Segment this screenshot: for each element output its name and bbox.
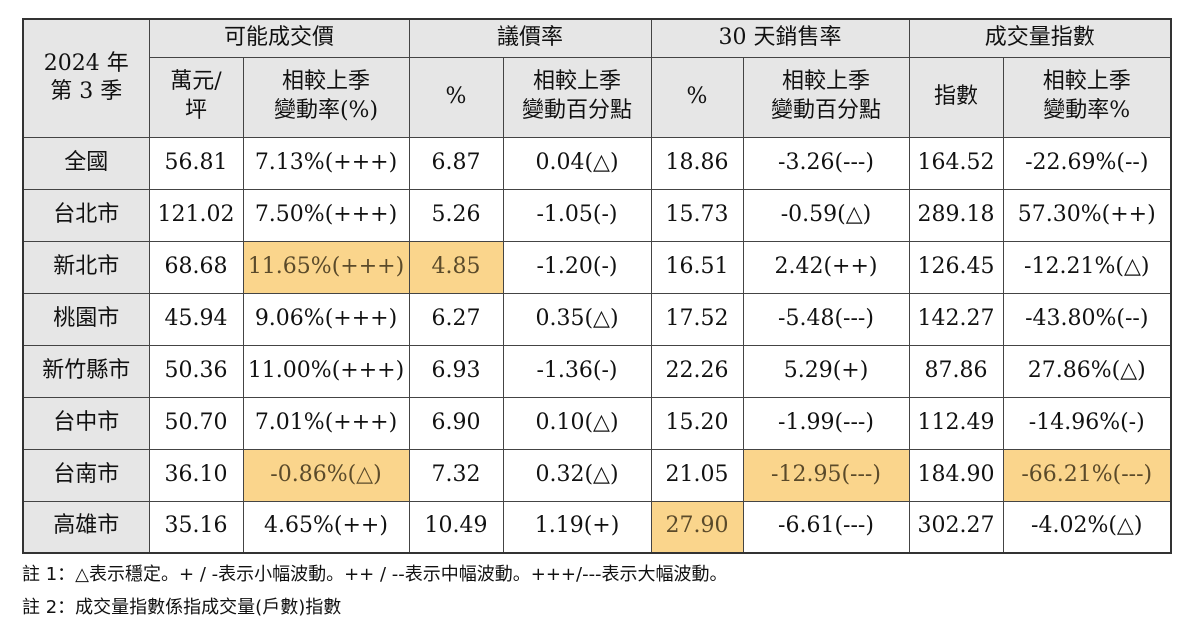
table-cell: 126.45 xyxy=(908,240,1004,294)
table-cell: 164.52 xyxy=(908,136,1004,190)
table-cell: 6.93 xyxy=(408,344,504,398)
table-row: 桃園市 45.94 9.06%(+++) 6.27 0.35(△) 17.52 -5.48(… xyxy=(22,292,1172,346)
table-cell: -1.36(-) xyxy=(502,344,652,398)
group-30day-sales-rate: 30 天銷售率 xyxy=(650,18,910,58)
table-cell: 18.86 xyxy=(650,136,744,190)
subheader: % xyxy=(650,56,744,138)
table-cell: 0.04(△) xyxy=(502,136,652,190)
table-cell: 4.85 xyxy=(408,240,504,294)
table-cell: 57.30%(++) xyxy=(1002,188,1172,242)
table-row: 台北市 121.02 7.50%(+++) 5.26 -1.05(-) 15.73 -0.5… xyxy=(22,188,1172,242)
table-cell: -0.59(△) xyxy=(742,188,910,242)
table-cell: 17.52 xyxy=(650,292,744,346)
group-volume-index: 成交量指數 xyxy=(908,18,1172,58)
table-cell: -12.95(---) xyxy=(742,448,910,502)
table-cell: -5.48(---) xyxy=(742,292,910,346)
table-cell: 289.18 xyxy=(908,188,1004,242)
table-cell: 45.94 xyxy=(148,292,244,346)
table-cell: 4.65%(++) xyxy=(242,500,410,554)
table-cell: 5.29(+) xyxy=(742,344,910,398)
subheader: 指數 xyxy=(908,56,1004,138)
table-row: 新北市 68.68 11.65%(+++) 4.85 -1.20(-) 16.51 2.42… xyxy=(22,240,1172,294)
table-cell: 10.49 xyxy=(408,500,504,554)
table-cell: 15.20 xyxy=(650,396,744,450)
table-cell: -1.99(---) xyxy=(742,396,910,450)
table-cell: 15.73 xyxy=(650,188,744,242)
table-cell: 22.26 xyxy=(650,344,744,398)
table-cell: 68.68 xyxy=(148,240,244,294)
table-row: 台中市 50.70 7.01%(+++) 6.90 0.10(△) 15.20 -1.99(… xyxy=(22,396,1172,450)
subheader: 相較上季 變動率(%) xyxy=(242,56,410,138)
table-cell: 9.06%(+++) xyxy=(242,292,410,346)
table-cell: 6.87 xyxy=(408,136,504,190)
table-cell: -14.96%(-) xyxy=(1002,396,1172,450)
table-cell: 1.19(+) xyxy=(502,500,652,554)
housing-market-table: 2024 年 第 3 季 可能成交價 議價率 30 天銷售率 成交量指數 萬元/… xyxy=(22,18,1172,554)
table-cell: 11.65%(+++) xyxy=(242,240,410,294)
table-cell: 87.86 xyxy=(908,344,1004,398)
region-label: 台中市 xyxy=(22,396,150,450)
table-row: 新竹縣市 50.36 11.00%(+++) 6.93 -1.36(-) 22.26 5.2… xyxy=(22,344,1172,398)
subheader: 萬元/ 坪 xyxy=(148,56,244,138)
region-label: 桃園市 xyxy=(22,292,150,346)
table-cell: 302.27 xyxy=(908,500,1004,554)
table-cell: -43.80%(--) xyxy=(1002,292,1172,346)
table-cell: -3.26(---) xyxy=(742,136,910,190)
table-cell: -22.69%(--) xyxy=(1002,136,1172,190)
region-label: 新北市 xyxy=(22,240,150,294)
subheader: 相較上季 變動百分點 xyxy=(502,56,652,138)
group-header-row: 2024 年 第 3 季 可能成交價 議價率 30 天銷售率 成交量指數 xyxy=(22,18,1172,138)
table-cell: 6.27 xyxy=(408,292,504,346)
note-2: 註 2：成交量指數係指成交量(戶數)指數 xyxy=(22,597,342,618)
table-cell: -0.86%(△) xyxy=(242,448,410,502)
table-cell: 50.70 xyxy=(148,396,244,450)
table-cell: 2.42(++) xyxy=(742,240,910,294)
region-label: 台南市 xyxy=(22,448,150,502)
region-label: 新竹縣市 xyxy=(22,344,150,398)
table-cell: 5.26 xyxy=(408,188,504,242)
table-cell: 184.90 xyxy=(908,448,1004,502)
table-cell: 7.50%(+++) xyxy=(242,188,410,242)
table-cell: 6.90 xyxy=(408,396,504,450)
table-cell: 0.10(△) xyxy=(502,396,652,450)
table-cell: -66.21%(---) xyxy=(1002,448,1172,502)
table-cell: 112.49 xyxy=(908,396,1004,450)
corner-label: 2024 年 第 3 季 xyxy=(22,18,150,138)
table-cell: 27.90 xyxy=(650,500,744,554)
table-cell: 35.16 xyxy=(148,500,244,554)
table-cell: 16.51 xyxy=(650,240,744,294)
sub-header-row: 萬元/ 坪 相較上季 變動率(%) % 相較上季 變動百分點 % 相較上季 變動… xyxy=(23,56,1172,138)
subheader: 相較上季 變動百分點 xyxy=(742,56,910,138)
table-cell: 7.13%(+++) xyxy=(242,136,410,190)
subheader: 相較上季 變動率% xyxy=(1002,56,1172,138)
group-bargain-rate: 議價率 xyxy=(408,18,652,58)
subheader: % xyxy=(408,56,504,138)
table-cell: 0.35(△) xyxy=(502,292,652,346)
table-cell: 7.01%(+++) xyxy=(242,396,410,450)
table-cell: 27.86%(△) xyxy=(1002,344,1172,398)
table-cell: -4.02%(△) xyxy=(1002,500,1172,554)
region-label: 台北市 xyxy=(22,188,150,242)
table-row: 台南市 36.10 -0.86%(△) 7.32 0.32(△) 21.05 -12.95(… xyxy=(22,448,1172,502)
table-cell: 21.05 xyxy=(650,448,744,502)
note-1: 註 1：△表示穩定。+ / -表示小幅波動。++ / --表示中幅波動。+++/… xyxy=(22,564,728,585)
region-label: 全國 xyxy=(22,136,150,190)
table-cell: 50.36 xyxy=(148,344,244,398)
table-cell: 36.10 xyxy=(148,448,244,502)
table-cell: 11.00%(+++) xyxy=(242,344,410,398)
table-cell: 56.81 xyxy=(148,136,244,190)
table-cell: 0.32(△) xyxy=(502,448,652,502)
table-row: 全國 56.81 7.13%(+++) 6.87 0.04(△) 18.86 -3.26(-… xyxy=(22,136,1172,190)
table-cell: 121.02 xyxy=(148,188,244,242)
table-cell: -1.20(-) xyxy=(502,240,652,294)
table-cell: 7.32 xyxy=(408,448,504,502)
table-row: 高雄市 35.16 4.65%(++) 10.49 1.19(+) 27.90 -6.61(… xyxy=(22,500,1172,554)
group-price: 可能成交價 xyxy=(148,18,410,58)
table-cell: -12.21%(△) xyxy=(1002,240,1172,294)
table-cell: -1.05(-) xyxy=(502,188,652,242)
region-label: 高雄市 xyxy=(22,500,150,554)
table-cell: 142.27 xyxy=(908,292,1004,346)
table-cell: -6.61(---) xyxy=(742,500,910,554)
